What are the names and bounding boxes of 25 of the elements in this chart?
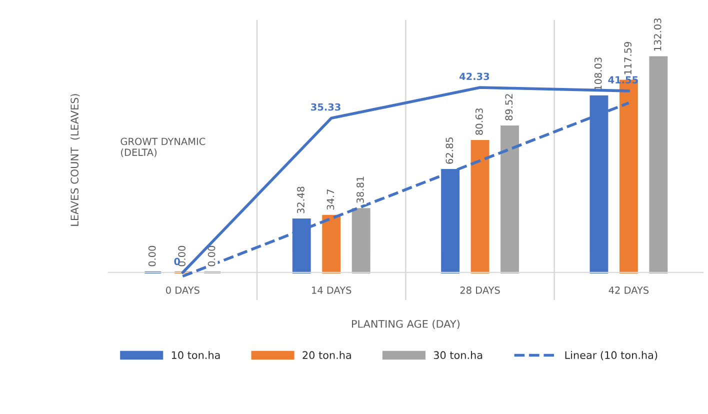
- x-tick-label: 28 DAYS: [460, 286, 500, 294]
- data-label: 0.00: [148, 246, 156, 266]
- legend-label: Linear (10 ton.ha): [565, 351, 658, 360]
- data-label: 0: [174, 258, 180, 266]
- x-tick-label: 42 DAYS: [608, 286, 649, 294]
- data-label: 34.7: [326, 190, 334, 210]
- annotation: GROWT DYNAMIC (DELTA): [120, 138, 206, 158]
- legend-label: 10 ton.ha: [172, 351, 220, 360]
- x-tick-label: 14 DAYS: [312, 286, 352, 294]
- data-label: 0.00: [208, 246, 216, 266]
- x-tick-label: 0 DAYS: [166, 286, 200, 294]
- data-label: 80.63: [475, 108, 483, 135]
- data-label: 62.85: [446, 137, 454, 164]
- data-label: 38.81: [356, 176, 364, 203]
- legend-label: 20 ton.ha: [302, 351, 351, 360]
- data-label: 42.33: [460, 72, 490, 80]
- data-label: 132.03: [654, 18, 662, 51]
- data-label: 35.33: [311, 103, 340, 111]
- data-label: 117.59: [624, 42, 632, 74]
- y-axis-title: LEAVES COUNT (LEAVES): [70, 94, 80, 226]
- data-label: 89.52: [505, 94, 513, 120]
- data-label: 32.48: [297, 186, 304, 214]
- legend-label: 30 ton.ha: [434, 351, 482, 360]
- x-axis-title: PLANTING AGE (DAY): [352, 320, 460, 330]
- data-label: 108.03: [594, 58, 602, 90]
